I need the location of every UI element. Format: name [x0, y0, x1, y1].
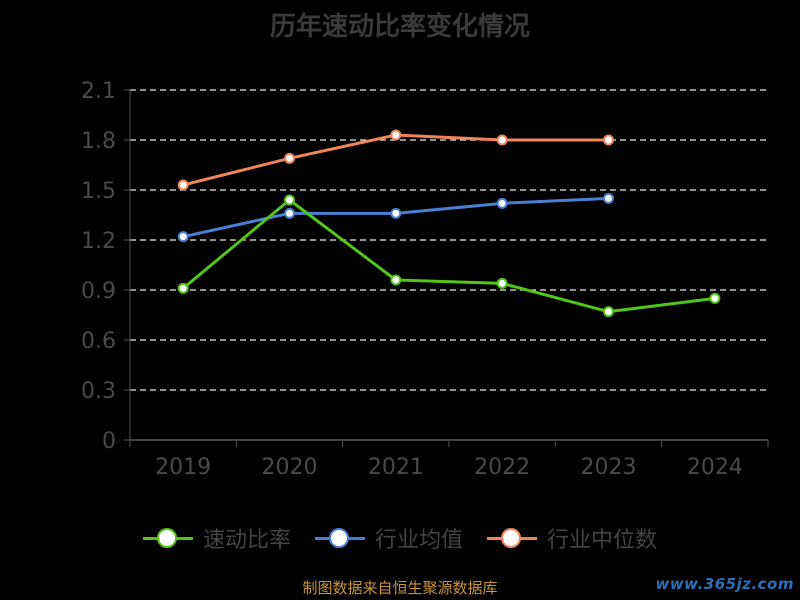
watermark-logo: www.365jz.com [655, 575, 794, 593]
y-tick-label-0: 0 [102, 429, 116, 454]
series-3-point-0 [177, 179, 189, 191]
series-1-point-2 [390, 274, 402, 286]
series-2-point-3 [496, 197, 508, 209]
legend-swatch-1 [142, 528, 193, 548]
legend-swatch-2 [314, 528, 365, 548]
series-3-point-3 [496, 134, 508, 146]
series-3-point-2 [390, 129, 402, 141]
x-tick-label-3: 2022 [474, 455, 530, 480]
series-1-point-0 [177, 282, 189, 294]
legend-label-1: 速动比率 [202, 528, 291, 553]
series-1-point-1 [284, 194, 295, 206]
series-3-point-4 [603, 134, 614, 146]
legend-item-1[interactable]: 速动比率 [142, 522, 291, 554]
y-tick-label-2: 0.6 [81, 329, 116, 354]
x-tick-label-0: 2019 [155, 455, 211, 480]
y-tick-label-1: 0.3 [81, 379, 116, 404]
series-3-point-1 [284, 152, 295, 164]
y-tick-label-4: 1.2 [81, 229, 116, 254]
y-tick-label-3: 0.9 [81, 279, 116, 304]
legend-label-3: 行业中位数 [547, 528, 658, 553]
series-1-point-5 [709, 292, 721, 304]
y-tick-label-5: 1.5 [81, 179, 116, 204]
legend-item-3[interactable]: 行业中位数 [487, 522, 657, 554]
y-tick-label-7: 2.1 [81, 79, 116, 104]
series-2-point-4 [603, 192, 614, 204]
chart-title: 历年速动比率变化情况 [269, 12, 530, 42]
series-2-point-1 [284, 207, 295, 219]
x-tick-label-4: 2023 [581, 455, 637, 480]
legend-item-2[interactable]: 行业均值 [314, 522, 463, 554]
chart-legend: 速动比率 行业均值 行业中位数 [0, 518, 800, 558]
legend-label-2: 行业均值 [374, 528, 463, 553]
series-1-point-3 [496, 277, 508, 289]
x-tick-label-1: 2020 [262, 455, 318, 480]
series-1-point-4 [603, 306, 614, 318]
x-tick-label-5: 2024 [687, 455, 743, 480]
legend-swatch-3 [487, 528, 537, 548]
series-line-3 [182, 133, 609, 187]
series-2-point-2 [390, 207, 402, 219]
series-2-point-0 [177, 231, 189, 243]
series-line-1 [182, 198, 716, 314]
y-tick-label-6: 1.8 [81, 129, 116, 154]
x-tick-label-2: 2021 [368, 455, 424, 480]
data-source-note: 制图数据来自恒生聚源数据库 [302, 579, 498, 597]
